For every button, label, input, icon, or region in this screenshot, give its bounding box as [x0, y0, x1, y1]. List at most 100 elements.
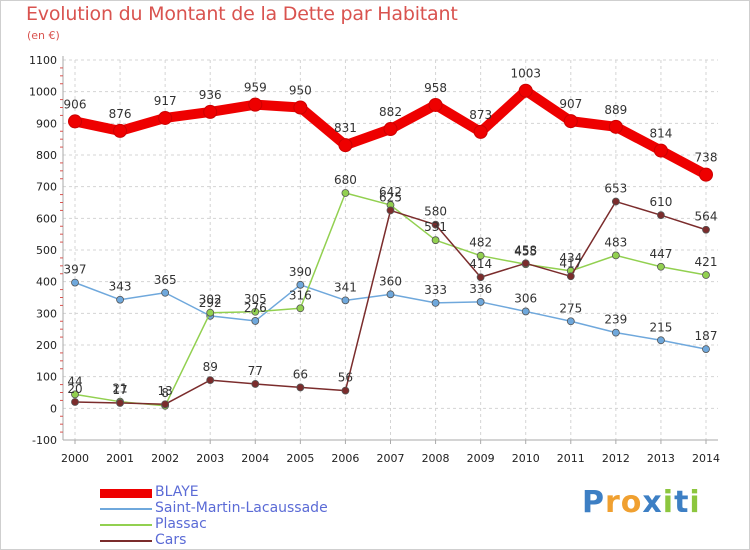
legend-label: Cars [155, 532, 187, 548]
data-label: 917 [154, 94, 177, 108]
data-label: 906 [64, 97, 87, 111]
data-label: 215 [649, 320, 672, 334]
data-label: 89 [203, 360, 218, 374]
data-point [293, 100, 308, 115]
data-label: 738 [695, 151, 718, 165]
data-label: 680 [334, 173, 357, 187]
y-tick-label: 1100 [29, 54, 57, 67]
chart-subtitle: (en €) [27, 29, 60, 42]
data-point [431, 298, 440, 307]
data-label: 531 [424, 220, 447, 234]
data-label: 66 [293, 367, 308, 381]
data-point [71, 398, 79, 406]
data-point [341, 189, 350, 197]
data-label: 610 [649, 195, 672, 209]
data-point [71, 278, 79, 287]
brand-letter: r [605, 485, 621, 520]
data-label: 653 [604, 182, 627, 196]
data-point [521, 307, 530, 316]
data-label: 580 [424, 205, 447, 219]
data-label: 343 [109, 280, 132, 294]
data-point [702, 271, 710, 279]
data-point [566, 317, 575, 326]
data-label: 831 [334, 121, 357, 135]
data-point [431, 236, 440, 245]
data-label: 21 [112, 382, 127, 396]
data-point [611, 251, 620, 260]
x-tick-label: 2009 [467, 452, 495, 465]
legend-swatch [100, 524, 152, 526]
data-point [473, 124, 488, 139]
legend-item: BLAYE [100, 484, 420, 501]
data-point [296, 280, 305, 289]
data-point [699, 167, 713, 182]
data-point [657, 211, 665, 220]
legend-swatch [100, 508, 152, 510]
data-point [521, 259, 530, 268]
data-point [248, 97, 263, 112]
data-label: 275 [559, 301, 582, 315]
data-label: 483 [604, 235, 627, 249]
data-label: 414 [469, 257, 492, 271]
data-point [657, 262, 665, 271]
data-label: 447 [649, 247, 672, 261]
y-tick-label: 500 [36, 244, 57, 257]
data-point [386, 206, 395, 215]
data-label: 302 [199, 293, 222, 307]
legend-label: BLAYE [155, 484, 199, 500]
data-point [206, 308, 215, 317]
legend-item: Plassac [100, 516, 420, 533]
data-label: 625 [379, 190, 402, 204]
y-tick-label: 600 [36, 212, 57, 225]
data-label: 44 [67, 374, 82, 388]
data-point [476, 251, 485, 260]
x-tick-label: 2004 [241, 452, 269, 465]
data-label: 458 [514, 243, 537, 257]
data-label: 889 [604, 103, 627, 117]
brand-letter: P [582, 485, 605, 520]
data-point [206, 376, 215, 385]
x-tick-label: 2003 [196, 452, 224, 465]
data-point [296, 383, 305, 392]
data-point [518, 83, 533, 98]
data-point [341, 296, 350, 305]
data-label: 305 [244, 292, 267, 306]
data-point [68, 114, 82, 129]
data-point [158, 110, 173, 125]
data-label: 950 [289, 84, 312, 98]
y-tick-label: 0 [50, 402, 57, 415]
data-point [611, 197, 620, 206]
y-tick-label: 700 [36, 181, 57, 194]
data-point [113, 123, 128, 138]
data-label: 873 [469, 108, 492, 122]
data-label: 276 [244, 301, 267, 315]
x-tick-label: 2012 [602, 452, 630, 465]
data-label: 434 [559, 251, 582, 265]
data-label: 187 [695, 329, 718, 343]
chart-legend: BLAYE Saint-Martin-Lacaussade Plassac Cars [100, 484, 420, 549]
data-point [341, 386, 350, 395]
data-point [386, 290, 395, 299]
y-tick-label: -100 [32, 434, 57, 447]
brand-letter: x [642, 485, 663, 520]
data-point [383, 122, 398, 137]
legend-item: Cars [100, 532, 420, 549]
data-point [566, 272, 575, 281]
data-label: 876 [109, 107, 132, 121]
brand-letter: t [674, 485, 690, 520]
data-label: 455 [514, 244, 537, 258]
data-point [702, 225, 710, 234]
x-tick-label: 2010 [512, 452, 540, 465]
data-label: 482 [469, 236, 492, 250]
legend-swatch [100, 540, 152, 542]
data-label: 56 [338, 371, 353, 385]
data-label: 417 [559, 256, 582, 270]
data-point [476, 298, 485, 306]
legend-swatch [100, 488, 152, 498]
y-tick-label: 900 [36, 117, 57, 130]
data-label: 292 [199, 296, 222, 310]
data-label: 936 [199, 88, 222, 102]
data-label: 341 [334, 280, 357, 294]
data-label: 814 [649, 127, 672, 141]
legend-label: Plassac [155, 516, 207, 532]
